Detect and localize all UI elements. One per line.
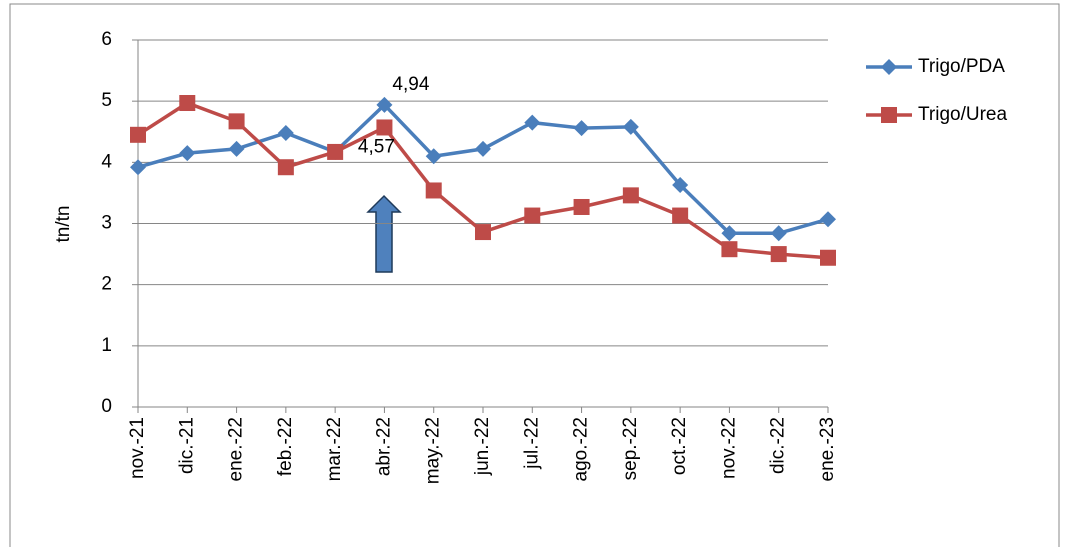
legend-label: Trigo/PDA: [918, 56, 1005, 77]
x-tick-label: may.-22: [423, 417, 444, 484]
data-point: [130, 126, 146, 143]
data-point: [573, 198, 590, 215]
data-point: [721, 225, 738, 242]
x-tick-label: ene.-22: [226, 417, 247, 481]
data-point: [475, 140, 491, 157]
data-point: [376, 119, 393, 136]
x-tick-label: abr.-22: [373, 417, 394, 476]
data-point: [228, 113, 245, 130]
x-tick-label: sep.-22: [620, 417, 641, 480]
x-tick-label: dic.-21: [176, 417, 197, 474]
data-point: [425, 148, 442, 165]
data-point: [179, 95, 196, 112]
legend-label: Trigo/Urea: [918, 104, 1007, 125]
x-tick-label: jun.-22: [472, 417, 493, 476]
legend-marker: [881, 107, 897, 123]
x-tick-label: jul.-22: [521, 417, 542, 470]
y-tick-label: 2: [101, 274, 112, 295]
data-point: [721, 241, 738, 258]
y-tick-label: 4: [101, 151, 112, 172]
data-point: [228, 140, 245, 157]
data-point: [425, 182, 442, 199]
x-tick-label: mar.-22: [324, 417, 345, 481]
x-tick-label: dic.-22: [768, 417, 789, 474]
arrow: [366, 194, 402, 273]
data-point: [622, 187, 639, 204]
data-point: [130, 159, 146, 176]
data-point: [376, 96, 393, 113]
data-point: [820, 249, 836, 266]
data-point: [277, 159, 294, 176]
chart-frame: [9, 3, 1060, 552]
data-point: [770, 225, 787, 242]
legend-marker: [881, 59, 897, 75]
data-point: [672, 207, 689, 224]
data-point: [524, 114, 541, 131]
y-tick-label: 0: [101, 396, 112, 417]
y-tick-label: 5: [101, 90, 112, 111]
y-tick-label: 3: [101, 213, 112, 234]
data-point: [179, 145, 196, 162]
x-tick-label: nov.-21: [127, 417, 148, 479]
data-point: [770, 246, 787, 263]
data-label: 4,57: [358, 136, 395, 157]
y-axis-label: tn/tn: [53, 206, 74, 243]
x-tick-label: ago.-22: [571, 417, 592, 481]
x-tick-label: nov.-22: [718, 417, 739, 479]
x-tick-label: feb.-22: [275, 417, 296, 476]
y-tick-label: 1: [101, 335, 112, 356]
data-label: 4,94: [392, 74, 429, 95]
data-point: [820, 211, 836, 228]
x-tick-label: ene.-23: [817, 417, 838, 481]
y-tick-label: 6: [101, 29, 112, 50]
data-point: [524, 207, 541, 224]
data-point: [672, 176, 689, 193]
data-point: [327, 143, 344, 160]
data-point: [475, 224, 491, 241]
data-point: [573, 120, 590, 137]
data-point: [277, 124, 294, 141]
data-point: [622, 118, 639, 135]
x-tick-label: oct.-22: [669, 417, 690, 475]
